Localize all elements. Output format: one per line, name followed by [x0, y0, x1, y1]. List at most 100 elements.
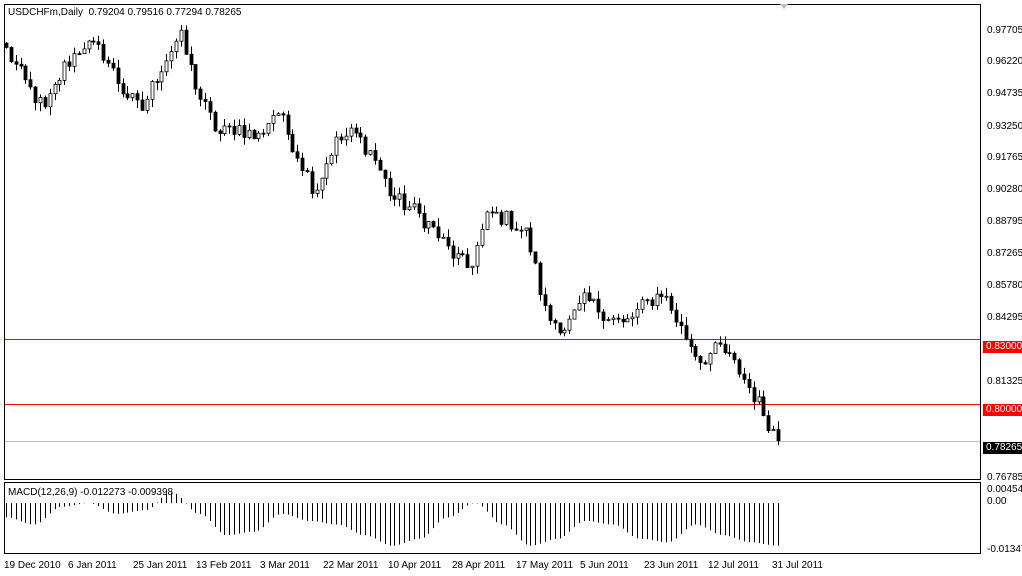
price-tick-label: 0.84295	[987, 312, 1022, 323]
candlestick	[150, 80, 155, 108]
level-tag-080: 0.80000	[983, 404, 1022, 416]
candlestick	[465, 248, 470, 269]
candlestick	[101, 39, 106, 64]
time-tick-label: 13 Feb 2011	[196, 560, 252, 571]
candlestick	[514, 221, 519, 232]
candlestick	[587, 285, 592, 303]
candlestick	[664, 287, 669, 301]
candlestick	[509, 210, 514, 232]
time-tick-label: 17 May 2011	[516, 560, 574, 571]
candlestick	[388, 171, 393, 201]
candlestick	[9, 46, 14, 63]
candlestick	[145, 95, 150, 114]
candlestick	[392, 187, 397, 207]
candlestick	[140, 91, 145, 111]
candlestick	[596, 291, 601, 319]
candlestick	[616, 313, 621, 324]
candlestick	[344, 127, 349, 146]
time-tick-label: 10 Apr 2011	[388, 560, 442, 571]
candlestick	[431, 220, 436, 229]
ohlc-values: 0.79204 0.79516 0.77294 0.78265	[88, 7, 242, 18]
macd-tick-zero: 0.00	[987, 496, 1007, 507]
candlestick	[562, 327, 567, 337]
candlestick	[708, 352, 713, 372]
candlestick	[703, 360, 708, 365]
candlestick	[106, 56, 111, 68]
candlestick	[446, 229, 451, 250]
candlestick	[276, 112, 281, 116]
price-tick-label: 0.91765	[987, 152, 1022, 163]
price-chart-panel[interactable]	[4, 4, 981, 480]
candlestick	[135, 90, 140, 109]
candlestick	[203, 92, 208, 110]
candlestick	[650, 297, 655, 310]
candlestick	[397, 187, 402, 207]
macd-tick-top: 0.004545	[987, 484, 1022, 495]
candlestick	[553, 318, 558, 330]
candlestick	[159, 65, 164, 91]
candlestick	[48, 88, 53, 116]
candlestick	[57, 77, 62, 92]
candlestick	[441, 233, 446, 239]
candlestick	[504, 210, 509, 226]
candlesticks-layer	[4, 24, 781, 446]
candlestick	[324, 156, 329, 186]
candlestick	[742, 367, 747, 384]
candlestick	[96, 35, 101, 50]
candlestick	[417, 197, 422, 218]
level-tag-083: 0.83000	[983, 341, 1022, 353]
candlestick	[436, 218, 441, 242]
candlestick	[426, 221, 431, 234]
price-tick-label: 0.93250	[987, 121, 1022, 132]
candlestick	[621, 315, 626, 328]
candlestick	[82, 42, 87, 55]
time-tick-label: 22 Mar 2011	[323, 560, 379, 571]
candlestick	[184, 25, 189, 55]
candlestick	[218, 129, 223, 142]
candlestick	[373, 143, 378, 165]
candlestick	[601, 308, 606, 329]
macd-label: MACD(12,26,9) -0.012273 -0.009398	[8, 487, 174, 498]
candlestick	[732, 351, 737, 364]
candlestick	[305, 167, 310, 173]
time-tick-label: 19 Dec 2010	[4, 560, 61, 571]
candlestick	[645, 298, 650, 305]
candlestick	[630, 312, 635, 327]
macd-indicator-panel[interactable]	[4, 482, 981, 554]
candlestick	[256, 131, 261, 142]
candlestick	[548, 303, 553, 325]
candlestick	[625, 314, 630, 323]
candlestick	[266, 122, 271, 137]
chart-shift-marker-icon[interactable]	[780, 4, 788, 9]
candlestick	[713, 341, 718, 354]
candlestick	[698, 355, 703, 370]
candlestick	[475, 241, 480, 274]
candlestick	[460, 250, 465, 257]
candlestick	[43, 95, 48, 109]
candlestick	[577, 295, 582, 311]
candlestick	[252, 128, 257, 140]
candlestick	[456, 246, 461, 265]
candlestick	[213, 110, 218, 133]
price-tick-label: 0.96220	[987, 56, 1022, 67]
candlestick	[174, 38, 179, 59]
candlestick	[766, 410, 771, 433]
candlestick	[757, 390, 762, 405]
candlestick	[611, 314, 616, 326]
candlestick	[334, 131, 339, 164]
candlestick	[111, 58, 116, 71]
candlestick	[635, 302, 640, 325]
candlestick	[315, 183, 320, 198]
price-tick-label: 0.88795	[987, 216, 1022, 227]
candlestick	[281, 111, 286, 122]
candlestick	[684, 317, 689, 341]
candlestick	[679, 314, 684, 334]
candlestick	[485, 210, 490, 231]
candlestick	[247, 123, 252, 140]
candlestick	[567, 315, 572, 334]
candlestick	[349, 123, 354, 143]
candlestick	[761, 390, 766, 417]
candlestick	[572, 309, 577, 320]
candlestick	[470, 265, 475, 275]
candlestick	[87, 39, 92, 54]
